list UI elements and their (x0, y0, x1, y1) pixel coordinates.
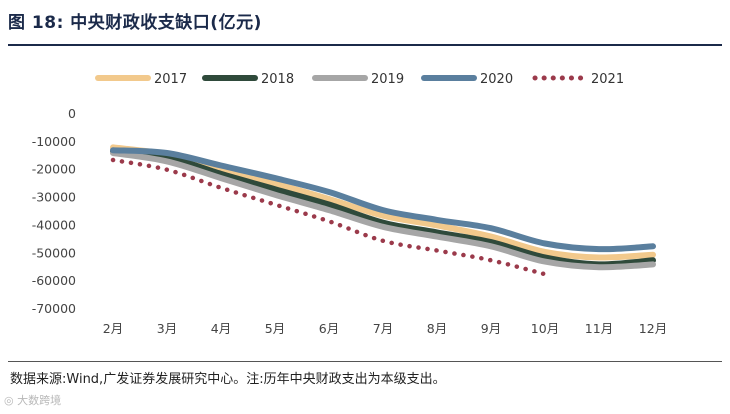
note-label: 注: (246, 372, 264, 387)
x-tick-label: 8月 (427, 321, 447, 336)
y-tick-label: -20000 (32, 162, 76, 177)
series-line-2021 (110, 157, 548, 277)
x-axis: 2月 3月 4月 5月 6月 7月 8月 9月 10月 11月 12月 (103, 321, 667, 336)
watermark: ◎ 大数跨境 (4, 392, 61, 408)
x-tick-label: 7月 (373, 321, 393, 336)
x-tick-label: 10月 (531, 321, 559, 336)
source-note: 数据来源:Wind,广发证券发展研究中心。注:历年中央财政支出为本级支出。 (10, 368, 446, 387)
y-tick-label: -30000 (32, 190, 76, 205)
legend-label-2018: 2018 (261, 72, 294, 87)
y-tick-label: -50000 (32, 245, 76, 260)
y-tick-label: 0 (68, 106, 76, 121)
figure-label: 图 18: (8, 13, 64, 33)
chart: 2017 2018 2019 2020 2021 0 -10000 -20000 -30000… (32, 72, 667, 336)
y-tick-label: -60000 (32, 273, 76, 288)
x-tick-label: 6月 (319, 321, 339, 336)
series-line-2017 (110, 144, 656, 261)
watermark-text: 大数跨境 (17, 394, 62, 407)
watermark-logo-icon: ◎ (4, 394, 14, 407)
y-tick-label: -40000 (32, 217, 76, 232)
plot-area (110, 144, 656, 277)
x-tick-label: 11月 (585, 321, 613, 336)
figure-title: 图 18: 中央财政收支缺口(亿元) (8, 6, 262, 40)
series-line-2018 (110, 148, 656, 268)
legend-label-2020: 2020 (480, 72, 513, 87)
title-rule (8, 44, 722, 46)
x-tick-label: 5月 (265, 321, 285, 336)
y-axis: 0 -10000 -20000 -30000 -40000 -50000 -60000 -70… (32, 106, 76, 316)
chart-legend: 2017 2018 2019 2020 2021 (95, 72, 624, 87)
x-tick-label: 4月 (211, 321, 231, 336)
legend-label-2017: 2017 (154, 72, 187, 87)
footer-rule (8, 361, 722, 362)
x-tick-label: 9月 (481, 321, 501, 336)
series-line-2020 (110, 147, 656, 253)
series-line-2019 (110, 150, 656, 271)
note-text: 历年中央财政支出为本级支出。 (263, 372, 446, 387)
source-label: 数据来源: (10, 372, 67, 387)
source-text: Wind,广发证券发展研究中心。 (66, 372, 247, 387)
legend-label-2019: 2019 (371, 72, 404, 87)
x-tick-label: 3月 (157, 321, 177, 336)
figure-title-text: 中央财政收支缺口(亿元) (70, 13, 262, 33)
y-tick-label: -70000 (32, 301, 76, 316)
y-tick-label: -10000 (32, 134, 76, 149)
x-tick-label: 12月 (639, 321, 667, 336)
x-tick-label: 2月 (103, 321, 123, 336)
legend-label-2021: 2021 (591, 72, 624, 87)
